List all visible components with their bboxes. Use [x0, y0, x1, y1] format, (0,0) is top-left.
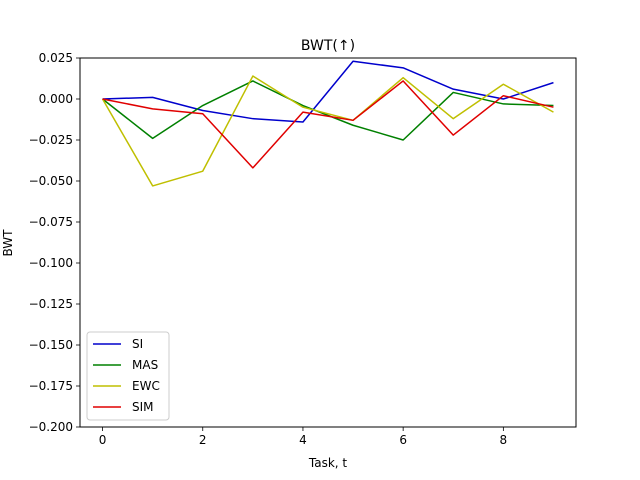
- y-tick-label: −0.025: [29, 133, 73, 147]
- legend-label-sim: SIM: [132, 400, 154, 414]
- series-line-mas: [102, 80, 554, 141]
- series-layer: [101, 60, 554, 187]
- y-tick-label: −0.100: [29, 256, 73, 270]
- series-line-ewc: [101, 75, 554, 187]
- legend-label-si: SI: [132, 337, 143, 351]
- y-tick-label: −0.050: [29, 174, 73, 188]
- legend-label-mas: MAS: [132, 358, 158, 372]
- x-axis-label: Task, t: [308, 456, 348, 470]
- y-axis-label: BWT: [1, 229, 15, 257]
- x-tick-label: 4: [299, 433, 307, 447]
- legend: SI MAS EWC SIM: [86, 331, 170, 421]
- x-tick-label: 0: [99, 433, 107, 447]
- y-tick-label: −0.175: [29, 379, 73, 393]
- plot-area-frame: [79, 57, 577, 428]
- legend-label-ewc: EWC: [132, 379, 160, 393]
- series-line-sim: [102, 80, 554, 169]
- x-tick-label: 8: [500, 433, 508, 447]
- x-tick-label: 6: [399, 433, 407, 447]
- y-tick-label: −0.200: [29, 420, 73, 434]
- series-line-si: [102, 60, 554, 123]
- y-tick-label: −0.150: [29, 338, 73, 352]
- y-tick-label: 0.025: [39, 51, 73, 65]
- chart-title: BWT(↑): [301, 38, 355, 54]
- y-tick-label: −0.125: [29, 297, 73, 311]
- y-tick-label: −0.075: [29, 215, 73, 229]
- y-tick-label: 0.000: [39, 92, 73, 106]
- legend-box: [86, 331, 170, 421]
- x-axis: 0 2 4 6 8: [99, 427, 507, 447]
- x-tick-label: 2: [199, 433, 207, 447]
- y-axis: 0.025 0.000 −0.025 −0.050 −0.075 −0.100 −0.125…: [29, 51, 80, 434]
